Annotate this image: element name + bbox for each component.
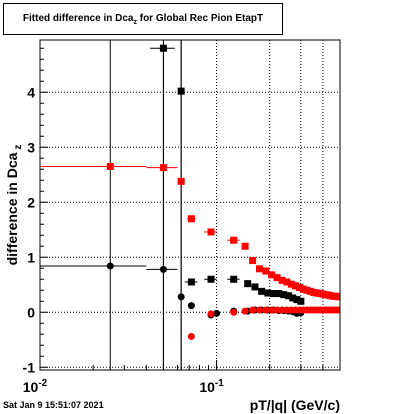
data-point-circle [273,306,281,314]
data-point-square [297,297,305,305]
data-point-square [275,290,283,298]
data-point-square [106,163,114,170]
data-point-circle [262,306,270,314]
series-group [40,163,340,301]
data-point-square [293,296,301,304]
data-point-square [159,164,167,172]
x-tick-label: 10-2 [23,378,48,395]
data-point-square [264,289,272,297]
data-point-circle [159,265,167,273]
data-point-circle [334,306,340,314]
plot-frame [39,39,341,371]
data-point-circle [187,302,195,310]
data-point-square [258,287,266,295]
data-point-circle [249,306,257,314]
data-point-square [251,283,259,291]
data-point-square [273,274,281,282]
data-point-circle [177,293,185,301]
y-tick-label: 0 [27,304,35,320]
data-point-square [284,292,292,300]
data-point-square [249,257,257,265]
y-tick-label: 2 [27,194,35,210]
series-group [40,40,305,370]
data-point-square [296,284,304,291]
data-point-circle [207,310,215,318]
series-layer [40,40,340,370]
data-point-square [262,267,270,275]
x-tick-label: 10-1 [199,378,224,395]
data-point-square [187,215,195,223]
data-point-circle [268,306,276,314]
data-point-square [241,242,249,250]
y-axis-label-subscript: z [13,145,24,150]
data-point-circle [230,308,238,316]
data-point-square [268,271,276,279]
chart-title-main: Fitted difference in Dca [22,12,134,24]
y-tick-label: 3 [27,139,35,155]
data-point-square [230,275,238,283]
data-point-circle [241,307,249,315]
data-point-square [177,177,185,185]
data-point-square [207,228,215,236]
y-axis-label: difference in Dca z [4,145,24,266]
series-group [187,306,340,340]
y-tick-label: 4 [27,84,35,100]
chart-title: Fitted difference in Dcaz for Global Rec… [23,13,263,26]
y-tick-label: -1 [23,359,36,375]
data-point-square [287,280,295,288]
data-point-circle [213,309,221,317]
data-point-square [299,285,307,293]
data-point-circle [187,332,195,340]
axis-layer: -1 0 1 2 3 4 10-2 10-1 [23,47,341,395]
data-point-square [280,291,288,299]
timestamp: Sat Jan 9 15:51:07 2021 [3,400,104,410]
data-point-square [334,293,340,301]
chart-title-subscript: z [133,18,137,26]
y-axis-label-main: difference in Dca [4,152,20,265]
data-point-square [289,294,297,302]
x-axis-label: pT/|q| (GeV/c) [250,397,340,413]
chart-title-box: Fitted difference in Dcaz for Global Rec… [3,3,283,35]
data-point-square [230,236,238,244]
data-point-square [283,278,291,286]
data-point-square [292,282,300,290]
data-point-circle [255,306,263,314]
data-point-square [269,290,277,298]
grid-layer [40,40,340,370]
series-group [150,40,305,370]
y-tick-label: 1 [27,249,35,265]
data-point-square [207,275,215,283]
data-point-square [278,276,286,284]
data-point-square [244,280,252,288]
chart-title-suffix: for Global Rec Pion EtapT [136,12,264,24]
data-point-square [255,265,263,273]
data-point-square [187,278,195,286]
data-point-circle [106,262,114,270]
